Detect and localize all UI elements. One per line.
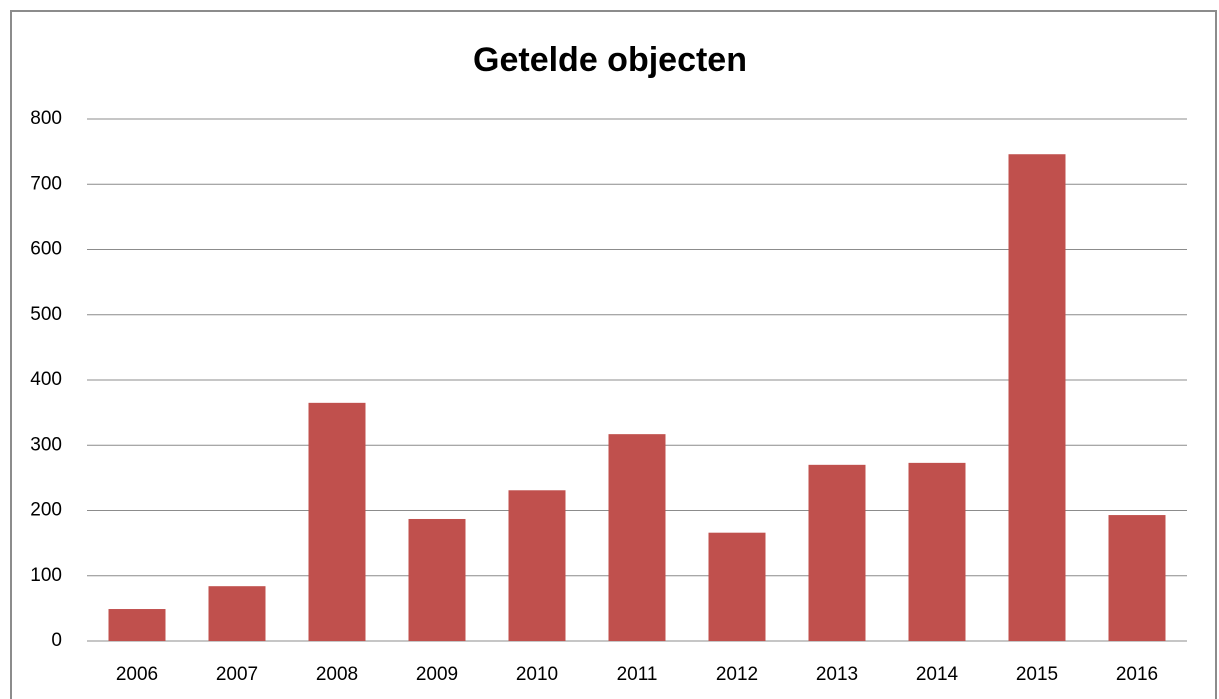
bar: [1108, 515, 1166, 641]
bar: [108, 609, 166, 641]
bar: [308, 402, 366, 641]
bar: [508, 490, 566, 641]
y-tick-label: 400: [30, 369, 62, 390]
x-tick-label: 2007: [216, 664, 258, 685]
y-tick-label: 700: [30, 173, 62, 194]
y-tick-label: 300: [30, 434, 62, 455]
chart-title: Getelde objecten: [473, 41, 747, 79]
bar: [208, 586, 266, 641]
x-tick-label: 2013: [816, 664, 858, 685]
bar: [608, 434, 666, 641]
y-tick-label: 100: [30, 565, 62, 586]
x-tick-label: 2009: [416, 664, 458, 685]
x-tick-label: 2011: [617, 664, 658, 685]
y-tick-label: 500: [30, 304, 62, 325]
bar: [708, 532, 766, 641]
x-tick-label: 2016: [1116, 664, 1158, 685]
y-tick-label: 0: [51, 630, 62, 651]
x-tick-label: 2012: [716, 664, 758, 685]
x-tick-label: 2014: [916, 664, 959, 685]
y-tick-label: 200: [30, 500, 62, 521]
x-tick-label: 2015: [1016, 664, 1058, 685]
bar: [408, 518, 466, 641]
x-tick-label: 2006: [116, 664, 158, 685]
bar: [808, 464, 866, 641]
bar: [1008, 154, 1066, 642]
y-tick-label: 600: [30, 239, 62, 260]
x-tick-label: 2008: [316, 664, 358, 685]
x-tick-label: 2010: [516, 664, 558, 685]
bar: [908, 462, 966, 641]
y-tick-label: 800: [30, 108, 62, 129]
